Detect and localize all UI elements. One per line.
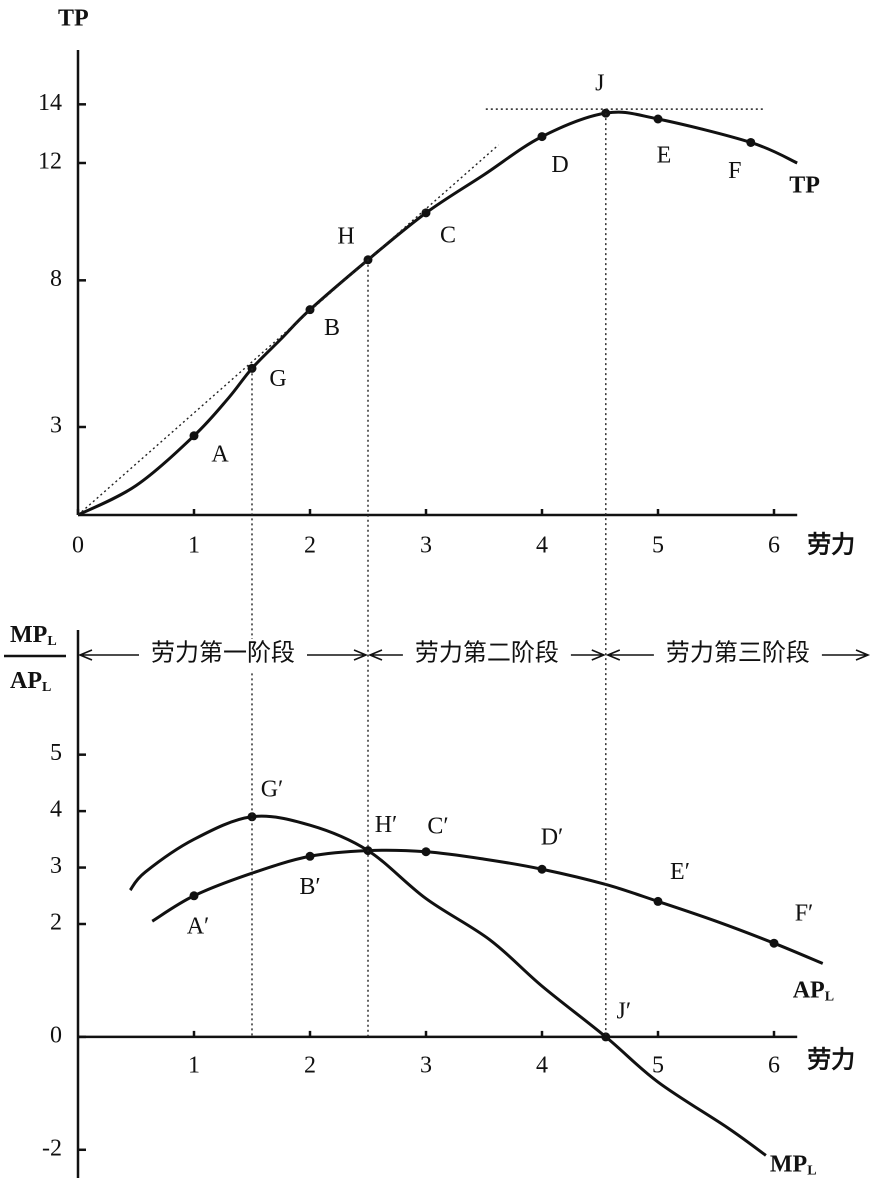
point-label: E′ [670, 859, 690, 885]
y-axis-label-num-main: MP [10, 622, 47, 648]
x-tick-label: 0 [72, 533, 84, 559]
series-label: MPL [770, 1151, 817, 1179]
series-label-sub: L [807, 1164, 816, 1179]
point [421, 847, 431, 857]
y-tick-label: 3 [50, 853, 62, 879]
series-label-main: MP [770, 1151, 807, 1177]
y-axis-label-num: MPL [10, 622, 57, 650]
point [653, 896, 663, 906]
y-tick-label: 12 [38, 149, 62, 175]
series-label-main: AP [793, 977, 825, 1003]
point-label: J [595, 71, 604, 97]
y-axis-label-den: APL [10, 668, 51, 696]
stage-label: 劳力第三阶段 [666, 640, 810, 667]
x-tick-label: 5 [652, 533, 664, 559]
point-label: J′ [617, 998, 632, 1024]
point-label: H [337, 223, 354, 249]
point-label: F [728, 158, 741, 184]
stage-label: 劳力第一阶段 [151, 640, 295, 667]
x-tick-label: 6 [768, 1052, 780, 1078]
point-label: A′ [187, 913, 210, 939]
point [247, 812, 257, 822]
x-tick-label: 1 [188, 533, 200, 559]
point [746, 137, 756, 147]
x-tick-label: 6 [768, 533, 780, 559]
point [537, 132, 547, 142]
y-tick-label: -2 [42, 1135, 62, 1161]
series-label: APL [793, 977, 834, 1005]
stage-label-bg [139, 639, 307, 671]
x-axis-label: 劳力 [807, 1046, 855, 1073]
y-tick-label: 0 [50, 1022, 62, 1048]
stage-label-bg [402, 639, 571, 671]
point [189, 431, 199, 441]
point-label: C [440, 222, 456, 248]
tangent-ray [77, 144, 499, 516]
x-axis-label: 劳力 [807, 532, 855, 559]
y-tick-label: 8 [50, 266, 62, 292]
point [769, 938, 779, 948]
y-axis-label: TP [58, 6, 89, 32]
series-label: TP [789, 173, 820, 199]
stage-label-bg [653, 639, 822, 671]
point-label: G′ [261, 776, 284, 802]
curve [151, 848, 824, 965]
point-label: A [211, 441, 229, 467]
point [537, 864, 547, 874]
point [601, 1032, 611, 1042]
x-tick-label: 2 [304, 1052, 316, 1078]
point [653, 114, 663, 124]
y-tick-label: 3 [50, 413, 62, 439]
curve [77, 110, 798, 517]
y-tick-label: 5 [50, 740, 62, 766]
y-tick-label: 2 [50, 910, 62, 936]
point-label: D [551, 152, 568, 178]
point [189, 891, 199, 901]
y-axis-label-num-sub: L [47, 634, 56, 649]
point-label: G [269, 366, 286, 392]
point-label: B [324, 315, 340, 341]
point-label: D′ [541, 825, 564, 851]
point-label: B′ [299, 874, 320, 900]
point [305, 851, 315, 861]
y-axis-label-den-main: AP [10, 668, 42, 694]
x-tick-label: 2 [304, 533, 316, 559]
point-label: E [657, 143, 672, 169]
point-label: C′ [427, 813, 448, 839]
x-tick-label: 4 [536, 533, 548, 559]
x-tick-label: 5 [652, 1052, 664, 1078]
x-tick-label: 1 [188, 1052, 200, 1078]
series-label-sub: L [825, 990, 834, 1005]
x-tick-label: 3 [420, 533, 432, 559]
point [421, 208, 431, 218]
y-axis-label-den-sub: L [42, 680, 51, 695]
x-tick-label: 4 [536, 1052, 548, 1078]
y-tick-label: 4 [50, 797, 62, 823]
curve [128, 814, 767, 1157]
y-tick-label: 14 [38, 90, 62, 116]
stage-label: 劳力第二阶段 [415, 640, 559, 667]
x-tick-label: 3 [420, 1052, 432, 1078]
point-label: F′ [795, 901, 814, 927]
point-label: H′ [375, 812, 398, 838]
